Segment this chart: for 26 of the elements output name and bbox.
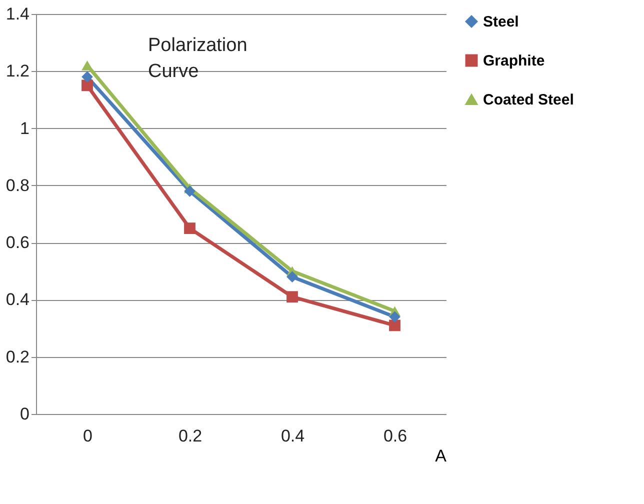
point [184,222,196,234]
x-tick-label: 0.6 [383,426,408,446]
point [82,71,93,83]
legend-label: Coated Steel [483,92,574,108]
x-tick-label: 0.2 [178,426,202,446]
point [389,311,400,323]
point [286,271,298,283]
y-tick-label: 0.6 [6,233,30,252]
x-axis-title: A [435,446,448,466]
legend-label: Graphite [483,52,545,70]
y-tick-label: 0 [20,404,30,424]
legend-label: Steel [483,14,519,30]
text: Polarization Curve [148,35,248,82]
point [82,60,93,70]
y-tick-label: 0.4 [6,290,30,310]
point [82,80,93,92]
y-tick-label: 1.2 [6,62,30,81]
x-tick-label: 0 [83,426,92,446]
y-tick-label: 0.2 [6,347,30,366]
point [286,291,298,303]
point [389,320,400,332]
x-tick-label: 0.4 [280,426,305,446]
point [184,185,196,197]
y-tick-label: 1.4 [6,4,30,24]
y-tick-label: 1 [20,118,30,138]
y-tick-label: 0.8 [6,176,30,195]
